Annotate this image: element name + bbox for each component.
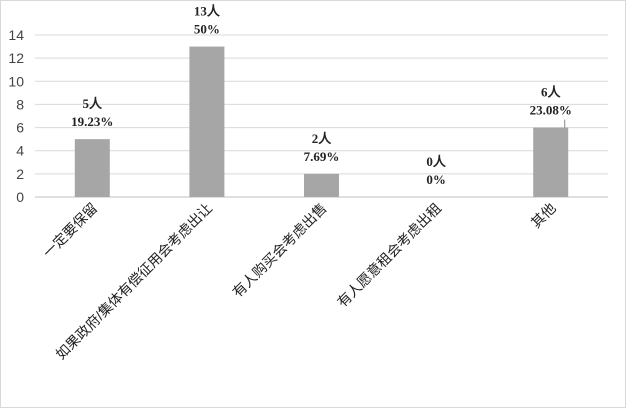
- y-tick-label: 8: [16, 96, 24, 112]
- data-label-percent: 19.23%: [71, 114, 113, 129]
- y-tick-label: 12: [8, 50, 24, 66]
- data-label-count: 2人: [312, 131, 333, 146]
- data-label-count: 6人: [541, 85, 562, 100]
- y-tick-label: 14: [8, 27, 24, 43]
- y-tick-label: 2: [16, 166, 24, 182]
- x-tick-label: 其他: [528, 200, 559, 231]
- bar: [189, 46, 225, 198]
- x-tick-label: 有人购买会考虑出售: [229, 200, 329, 300]
- data-label-percent: 7.69%: [304, 149, 340, 164]
- bar: [304, 173, 339, 197]
- data-label-percent: 23.08%: [530, 103, 572, 118]
- y-tick-label: 4: [16, 143, 24, 159]
- y-tick-label: 10: [8, 73, 24, 89]
- data-label-count: 5人: [83, 96, 104, 111]
- x-tick-label: 有人愿意租会考虑出租: [334, 200, 444, 310]
- data-label-count: 13人: [194, 4, 221, 19]
- bar: [533, 127, 569, 197]
- y-tick-label: 0: [16, 189, 24, 205]
- x-tick-label: 一定要保留: [40, 200, 101, 261]
- bar: [74, 139, 110, 197]
- data-label-percent: 0%: [426, 172, 446, 187]
- data-label-percent: 50%: [194, 22, 220, 37]
- data-label-count: 0人: [426, 154, 447, 169]
- y-tick-label: 6: [16, 120, 24, 136]
